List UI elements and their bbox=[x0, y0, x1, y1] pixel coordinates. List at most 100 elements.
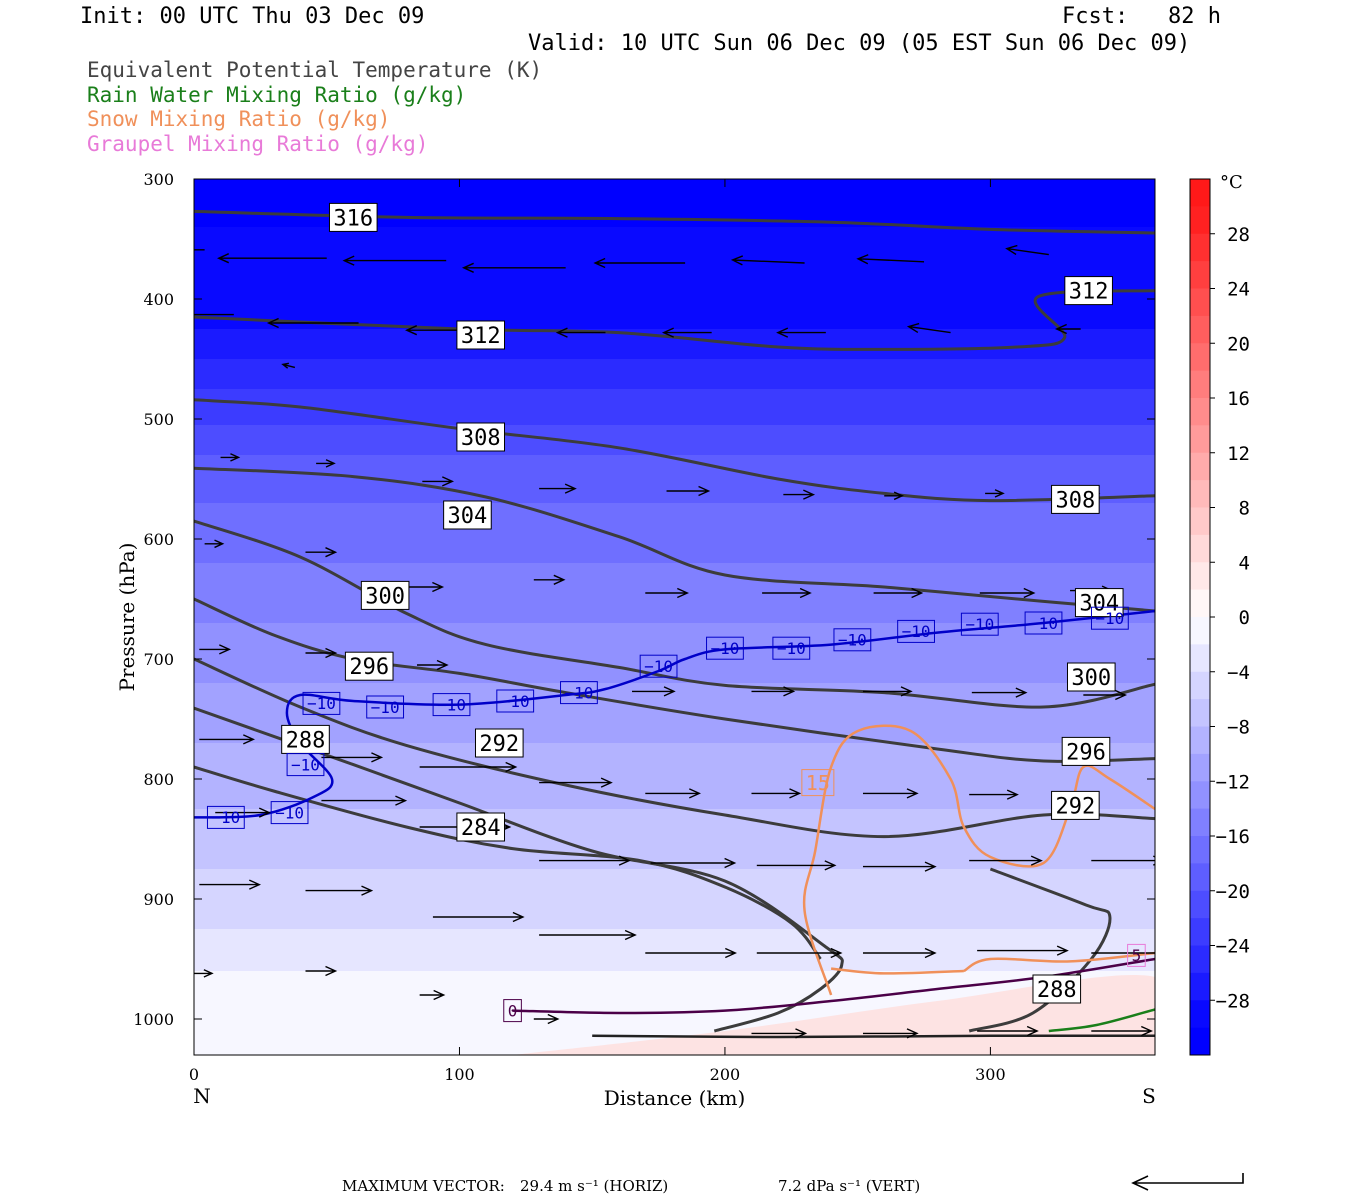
wind-vector bbox=[422, 476, 455, 487]
forecast-hour: Fcst: 82 h bbox=[1062, 4, 1221, 29]
x-tick-label: 0 bbox=[189, 1065, 199, 1084]
y-tick-label: 700 bbox=[143, 650, 174, 669]
theta-e-contour bbox=[194, 519, 1155, 709]
colorbar-tick-label: −28 bbox=[1216, 990, 1250, 1012]
contour-label: 288 bbox=[1037, 978, 1077, 1003]
contour-label-box bbox=[206, 805, 245, 829]
contour-label: 304 bbox=[448, 504, 488, 529]
colorbar-segment bbox=[1190, 261, 1210, 289]
wind-vector bbox=[539, 929, 637, 941]
contour-label: 288 bbox=[286, 728, 326, 753]
wind-vector bbox=[1091, 855, 1155, 866]
x-tick-label: 200 bbox=[710, 1065, 741, 1084]
contour-label: −10 bbox=[437, 695, 466, 714]
contour-label-box bbox=[456, 422, 506, 452]
contour-label-box bbox=[1032, 974, 1082, 1004]
colorbar-segment bbox=[1190, 1000, 1210, 1029]
wind-vector bbox=[906, 322, 951, 334]
wind-vector bbox=[971, 687, 1028, 698]
temperature-band bbox=[194, 503, 1155, 564]
contour-label: −10 bbox=[371, 698, 400, 717]
contour-label-box bbox=[360, 580, 410, 610]
wind-vector bbox=[783, 489, 816, 500]
wind-vector bbox=[432, 911, 525, 923]
legend-entry: Equivalent Potential Temperature (K) bbox=[87, 58, 543, 82]
snow-contour bbox=[830, 967, 964, 975]
colorbar-segment bbox=[1190, 562, 1210, 591]
colorbar-tick-label: −20 bbox=[1216, 881, 1250, 903]
temperature-band bbox=[194, 329, 1155, 360]
wind-vector bbox=[862, 1028, 919, 1039]
contour-label: 312 bbox=[461, 324, 501, 349]
contour-label: 0 bbox=[508, 1001, 518, 1020]
colorbar-segment bbox=[1190, 617, 1210, 645]
colorbar-segment bbox=[1190, 753, 1210, 782]
wind-vector bbox=[985, 489, 1005, 498]
contour-label: 300 bbox=[1071, 666, 1111, 691]
wind-vector bbox=[862, 788, 919, 799]
wind-vector bbox=[593, 257, 686, 269]
temperature-band bbox=[194, 743, 1155, 810]
wind-vector bbox=[539, 855, 631, 866]
wind-vector bbox=[1091, 952, 1155, 954]
wind-vector bbox=[194, 249, 205, 251]
colorbar-segment bbox=[1190, 1027, 1210, 1056]
wind-vector bbox=[533, 1013, 560, 1025]
plot-area: 316 312 312 308 308 304 304 300 300 296 296 292 292 2… bbox=[194, 179, 1155, 1055]
contour-label: −10 bbox=[211, 808, 240, 827]
wind-vector bbox=[884, 491, 904, 501]
contour-label: −10 bbox=[902, 622, 931, 641]
contour-label-box bbox=[897, 619, 935, 643]
contour-label-box bbox=[281, 724, 330, 754]
wind-vector bbox=[873, 587, 924, 599]
colorbar-segment bbox=[1190, 315, 1210, 344]
legend-entry: Graupel Mixing Ratio (g/kg) bbox=[87, 131, 429, 156]
init-time: Init: 00 UTC Thu 03 Dec 09 bbox=[80, 4, 425, 29]
colorbar-segment bbox=[1190, 507, 1210, 536]
wind-vector bbox=[756, 860, 837, 871]
colorbar-tick-label: 24 bbox=[1227, 279, 1250, 301]
wind-vector bbox=[555, 327, 606, 338]
contour-label: −10 bbox=[838, 631, 867, 650]
contour-label-box bbox=[496, 689, 535, 713]
colorbar-tick-label: −8 bbox=[1227, 717, 1250, 739]
colorbar-segment bbox=[1190, 480, 1210, 508]
wind-vector bbox=[632, 686, 676, 697]
contour-label-box bbox=[270, 801, 309, 825]
theta-e-contour bbox=[194, 765, 822, 960]
contour-label: 5 bbox=[1132, 946, 1142, 965]
temperature-band bbox=[194, 455, 1155, 504]
ground-contour bbox=[592, 1034, 1155, 1039]
contour-label: 284 bbox=[461, 816, 501, 841]
contour-label-box bbox=[344, 651, 394, 681]
wind-vector bbox=[751, 788, 802, 799]
contour-label-box bbox=[560, 681, 598, 705]
colorbar-segment bbox=[1190, 398, 1210, 426]
temperature-band bbox=[194, 227, 1155, 330]
colorbar-tick-label: 28 bbox=[1227, 224, 1250, 246]
contour-label: 308 bbox=[1055, 488, 1095, 513]
contour-label: −10 bbox=[275, 803, 304, 822]
contour-label-box bbox=[1074, 588, 1124, 618]
wind-vector bbox=[650, 857, 737, 869]
x-axis-label: Distance (km) bbox=[604, 1086, 746, 1110]
rain-contour bbox=[1048, 1008, 1155, 1033]
contour-label-box bbox=[639, 654, 678, 678]
wind-vector bbox=[1054, 323, 1081, 335]
colorbar-tick-label: 20 bbox=[1227, 333, 1250, 355]
colorbar-segment bbox=[1190, 288, 1210, 317]
wind-vector bbox=[756, 947, 843, 959]
contour-label-box bbox=[772, 636, 811, 660]
wind-vector bbox=[194, 969, 214, 978]
snow-contour bbox=[963, 951, 1155, 973]
max-vector-vert: 7.2 dPa s⁻¹ (VERT) bbox=[778, 1177, 921, 1195]
wind-vector bbox=[199, 734, 256, 745]
contour-label: 308 bbox=[461, 426, 501, 451]
wind-vector bbox=[979, 587, 1036, 599]
wind-vector bbox=[215, 807, 271, 818]
wind-vector bbox=[862, 947, 937, 959]
temperature-band bbox=[194, 869, 1155, 930]
contour-label-box bbox=[503, 999, 522, 1023]
temperature-band bbox=[194, 389, 1155, 426]
max-vector-arrow bbox=[1131, 1173, 1244, 1191]
